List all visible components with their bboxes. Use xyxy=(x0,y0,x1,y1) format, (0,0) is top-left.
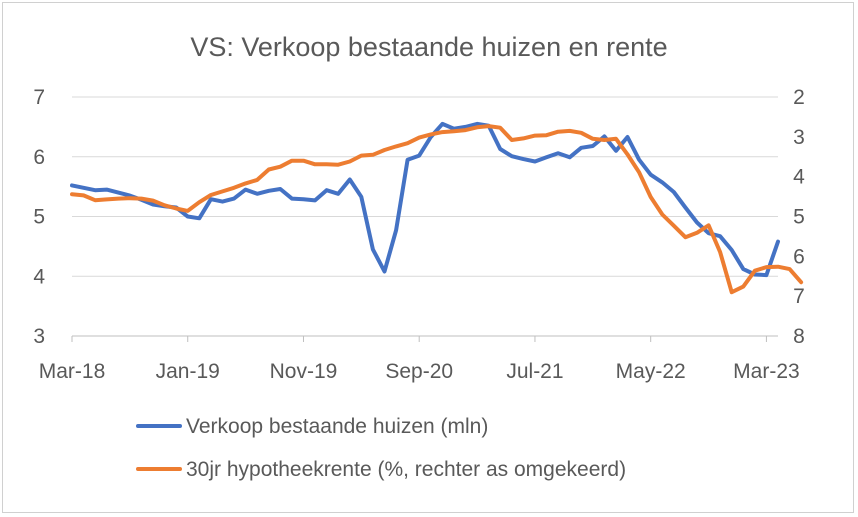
right-tick-label: 2 xyxy=(793,86,805,109)
x-tick-label: Nov-19 xyxy=(270,360,338,383)
right-tick-label: 8 xyxy=(793,325,805,348)
left-tick-label: 3 xyxy=(33,325,45,348)
left-tick-label: 6 xyxy=(33,146,45,169)
right-tick-label: 7 xyxy=(793,285,805,308)
legend-label: 30jr hypotheekrente (%, rechter as omgek… xyxy=(186,458,626,481)
x-axis: Mar-18 Jan-19 Nov-19 Sep-20 Jul-21 May-22 Mar-… xyxy=(39,335,800,383)
right-tick-label: 5 xyxy=(793,206,805,229)
x-tick-label: May-22 xyxy=(616,360,686,383)
x-tick-label: Jul-21 xyxy=(506,360,563,383)
x-tick-label: Mar-23 xyxy=(733,360,800,383)
x-tick-label: Sep-20 xyxy=(385,360,453,383)
chart-title: VS: Verkoop bestaande huizen en rente xyxy=(190,32,667,62)
left-tick-label: 5 xyxy=(33,206,45,229)
gridlines xyxy=(72,96,778,337)
x-tick-label: Mar-18 xyxy=(39,360,106,383)
x-tick-label: Jan-19 xyxy=(156,360,220,383)
left-axis: 3 4 5 6 7 xyxy=(33,86,45,348)
right-tick-label: 3 xyxy=(793,126,805,149)
left-tick-label: 7 xyxy=(33,86,45,109)
legend: Verkoop bestaande huizen (mln) 30jr hypot… xyxy=(136,415,626,481)
right-axis: 2 3 4 5 6 7 8 xyxy=(793,86,805,348)
series-line-2 xyxy=(70,124,804,295)
series-layer xyxy=(70,121,804,295)
legend-label: Verkoop bestaande huizen (mln) xyxy=(186,415,488,438)
series-line-1 xyxy=(70,121,780,278)
right-tick-label: 6 xyxy=(793,245,805,268)
right-tick-label: 4 xyxy=(793,166,805,189)
left-tick-label: 4 xyxy=(33,265,45,288)
